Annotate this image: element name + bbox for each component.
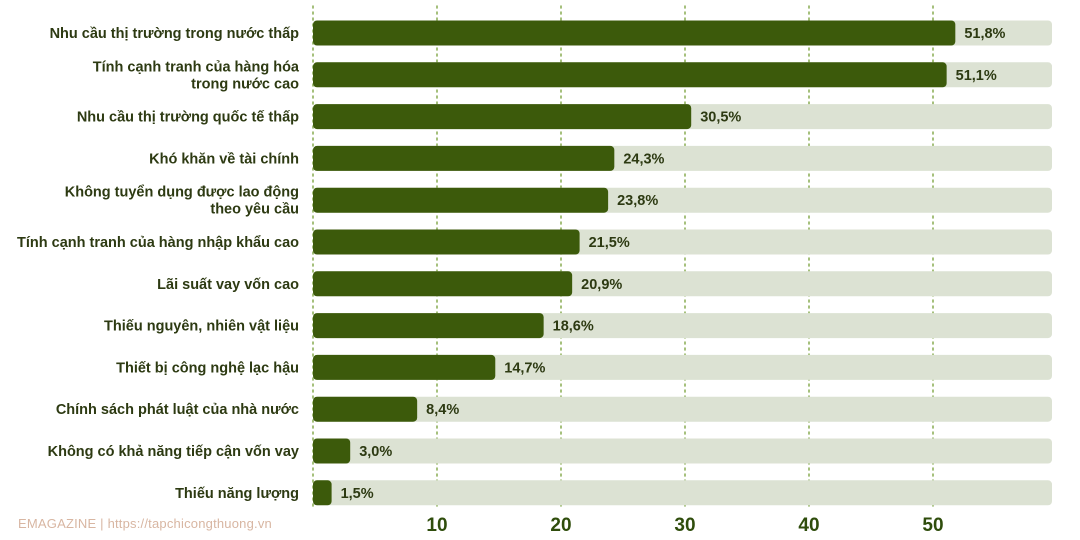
bar-11 (313, 480, 332, 506)
category-label-6: Lãi suất vay vốn cao (157, 277, 299, 293)
bar-6 (313, 271, 573, 297)
bars (313, 20, 1052, 506)
category-label-1: Tính cạnh tranh của hàng hóa trong nước c… (93, 59, 300, 92)
bar-7 (313, 313, 544, 339)
category-label-line: Lãi suất vay vốn cao (157, 277, 299, 293)
bar-8 (313, 354, 496, 380)
value-label-6: 20,9% (581, 277, 622, 293)
bar-1 (313, 62, 947, 88)
category-label-2: Nhu cầu thị trường quốc tế thấp (77, 110, 299, 126)
category-label-line: Không tuyển dụng được lao động (65, 185, 299, 201)
x-tick-label-40: 40 (798, 515, 819, 536)
value-label-10: 3,0% (359, 444, 392, 460)
bar-10 (313, 438, 351, 464)
category-label-10: Không có khả năng tiếp cận vốn vay (48, 444, 299, 460)
category-label-line: theo yêu cầu (210, 202, 299, 218)
category-label-11: Thiếu năng lượng (175, 486, 299, 502)
x-tick-label-50: 50 (922, 515, 943, 536)
category-label-line: Thiếu nguyên, nhiên vật liệu (104, 319, 299, 335)
category-label-line: Khó khăn về tài chính (149, 151, 299, 167)
category-label-line: Tính cạnh tranh của hàng nhập khẩu cao (17, 235, 299, 251)
category-label-line: Không có khả năng tiếp cận vốn vay (48, 444, 299, 460)
x-tick-label-10: 10 (426, 515, 447, 536)
bar-4 (313, 187, 609, 213)
x-tick-label-20: 20 (550, 515, 571, 536)
category-label-9: Chính sách phát luật của nhà nước (56, 402, 299, 418)
bar-2 (313, 104, 692, 130)
bar-5 (313, 229, 580, 255)
category-label-line: Thiết bị công nghệ lạc hậu (116, 360, 299, 376)
category-label-7: Thiếu nguyên, nhiên vật liệu (104, 319, 299, 335)
value-label-9: 8,4% (426, 402, 459, 418)
value-label-11: 1,5% (341, 486, 374, 502)
bar-3 (313, 145, 615, 171)
source-footer: EMAGAZINE | https://tapchicongthuong.vn (18, 516, 272, 531)
bar-track-8 (313, 354, 1052, 380)
grid-lines (312, 5, 934, 509)
value-label-1: 51,1% (956, 68, 997, 84)
category-label-0: Nhu cầu thị trường trong nước thấp (50, 26, 300, 42)
category-label-line: Tính cạnh tranh của hàng hóa (93, 59, 300, 75)
bar-track-9 (313, 396, 1052, 422)
category-label-line: Nhu cầu thị trường trong nước thấp (50, 26, 300, 42)
category-label-line: Nhu cầu thị trường quốc tế thấp (77, 110, 299, 126)
bar-track-11 (313, 480, 1052, 506)
value-label-3: 24,3% (623, 151, 664, 167)
category-label-5: Tính cạnh tranh của hàng nhập khẩu cao (17, 235, 299, 251)
labels: 10 20 30 40 50 51,8% Nhu cầu thị trường trong … (17, 26, 1006, 536)
value-label-5: 21,5% (589, 235, 630, 251)
value-label-8: 14,7% (504, 360, 545, 376)
value-label-0: 51,8% (964, 26, 1005, 42)
category-label-3: Khó khăn về tài chính (149, 151, 299, 167)
value-label-7: 18,6% (553, 319, 594, 335)
bar-0 (313, 20, 956, 46)
category-label-8: Thiết bị công nghệ lạc hậu (116, 360, 299, 376)
value-label-2: 30,5% (700, 110, 741, 126)
value-label-4: 23,8% (617, 193, 658, 209)
bar-track-10 (313, 438, 1052, 464)
bar-9 (313, 396, 418, 422)
category-label-line: trong nước cao (191, 76, 299, 92)
category-label-line: Thiếu năng lượng (175, 486, 299, 502)
x-tick-label-30: 30 (674, 515, 695, 536)
category-label-line: Chính sách phát luật của nhà nước (56, 402, 299, 418)
category-label-4: Không tuyển dụng được lao động theo yêu c… (65, 185, 299, 218)
